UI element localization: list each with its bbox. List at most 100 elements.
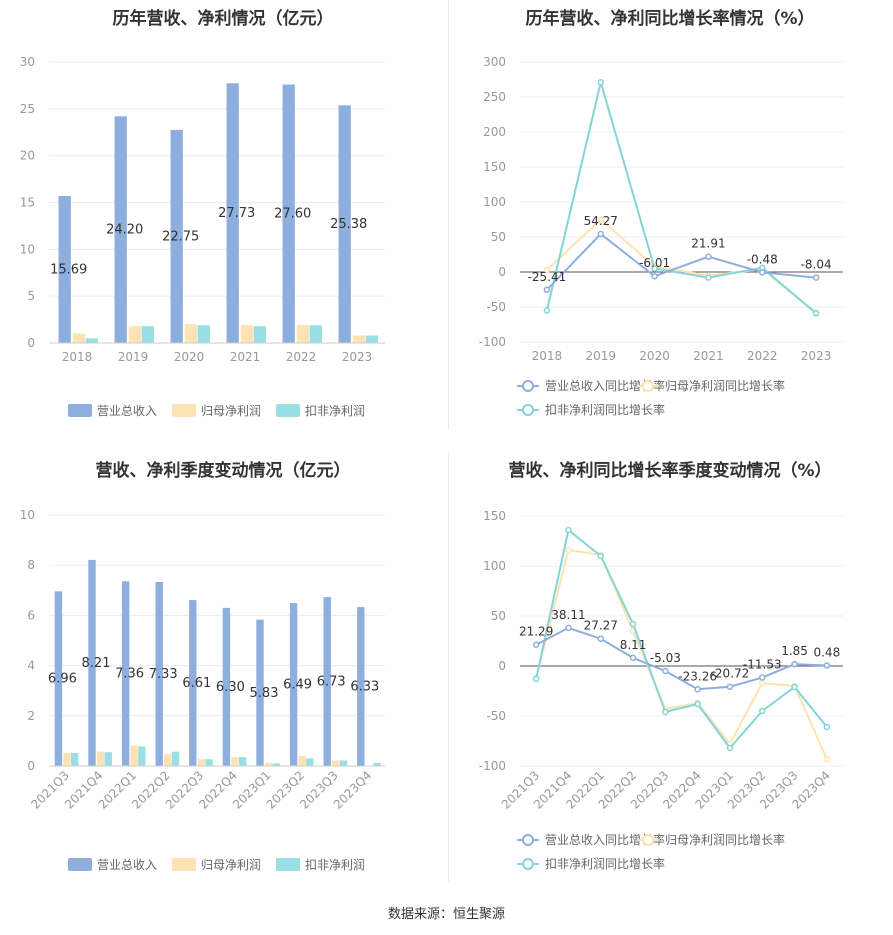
legend-swatch xyxy=(276,404,300,417)
data-point xyxy=(543,286,551,294)
bar-deducted-profit xyxy=(171,751,180,766)
bar-revenue xyxy=(282,84,295,343)
legend-label: 营业总收入同比增长率 xyxy=(545,832,665,847)
y-tick-label: 50 xyxy=(491,609,506,623)
data-point xyxy=(565,624,572,632)
chart-title: 营收、净利同比增长率季度变动情况（%） xyxy=(508,461,832,481)
data-point xyxy=(812,310,820,317)
data-point xyxy=(651,272,658,280)
annual-bar-chart-panel: 历年营收、净利情况（亿元） 0 5 10 15 20 25 30 2018 2019 2020 20… xyxy=(0,0,446,450)
y-tick-label: -50 xyxy=(486,300,506,314)
data-point xyxy=(662,708,669,716)
y-tick-label: 250 xyxy=(483,90,506,104)
bar-deducted-profit xyxy=(309,325,322,343)
x-tick-label: 2023 xyxy=(342,350,373,364)
bar-revenue xyxy=(256,619,264,766)
bar-data-label: 15.69 xyxy=(50,263,87,278)
bar-revenue xyxy=(88,559,96,766)
bar-net-profit xyxy=(240,325,254,343)
series-line-deducted-profit xyxy=(535,528,828,750)
bar-net-profit xyxy=(352,335,366,343)
y-tick-label: 8 xyxy=(27,558,35,572)
data-point xyxy=(597,552,604,560)
point-data-label: -11.53 xyxy=(743,658,782,672)
data-point xyxy=(823,723,831,731)
legend-label: 营业总收入 xyxy=(97,404,157,418)
point-data-label: 38.11 xyxy=(551,608,585,622)
legend-label: 营业总收入同比增长率 xyxy=(545,378,665,393)
data-point xyxy=(726,683,734,690)
bar-deducted-profit xyxy=(253,326,266,343)
y-tick-label: 50 xyxy=(491,230,506,244)
point-data-label: -23.26 xyxy=(678,669,717,683)
quarterly-bar-chart: 02468102021Q32021Q42022Q12022Q22022Q3202… xyxy=(20,508,385,872)
x-tick-label: 2021 xyxy=(693,349,724,363)
y-tick-label: -50 xyxy=(486,709,506,723)
point-data-label: -6.01 xyxy=(639,256,670,270)
y-tick-label: 25 xyxy=(20,102,35,116)
bar-data-label: 6.49 xyxy=(283,678,312,693)
data-point xyxy=(759,269,766,276)
bar-net-profit xyxy=(130,745,138,766)
data-point xyxy=(543,266,551,274)
data-point xyxy=(823,662,831,669)
bar-net-profit xyxy=(231,757,239,766)
chart-title: 历年营收、净利同比增长率情况（%） xyxy=(525,9,815,29)
x-tick-label: 2021 xyxy=(230,350,261,364)
data-point xyxy=(597,79,604,86)
data-point xyxy=(532,675,540,683)
bar-deducted-profit xyxy=(138,746,146,766)
data-point xyxy=(629,620,637,628)
y-tick-label: -100 xyxy=(479,335,506,349)
legend-label: 归母净利润 xyxy=(201,858,261,872)
bar-revenue xyxy=(323,597,331,766)
bar-deducted-profit xyxy=(272,763,280,766)
data-point xyxy=(597,216,604,223)
bar-data-label: 7.33 xyxy=(149,667,178,682)
data-point xyxy=(812,274,820,281)
y-tick-label: 30 xyxy=(20,55,35,69)
data-point xyxy=(597,230,604,238)
data-point xyxy=(629,654,637,662)
bar-net-profit xyxy=(264,762,273,766)
point-data-label: -5.03 xyxy=(650,651,681,665)
legend-label: 归母净利润同比增长率 xyxy=(665,832,785,847)
series-line-revenue xyxy=(546,232,817,291)
legend-label: 归母净利润 xyxy=(201,404,261,418)
data-point xyxy=(726,744,734,752)
bar-data-label: 6.61 xyxy=(182,676,211,691)
bar-deducted-profit xyxy=(373,762,381,766)
bar-deducted-profit xyxy=(85,338,98,343)
bar-revenue xyxy=(222,607,231,766)
data-point xyxy=(759,679,766,687)
bar-data-label: 6.30 xyxy=(216,680,245,695)
y-tick-label: 20 xyxy=(20,149,35,163)
legend-label: 扣非净利润 xyxy=(305,404,365,418)
data-point xyxy=(662,667,669,675)
bar-net-profit xyxy=(298,755,306,766)
bar-deducted-profit xyxy=(141,326,154,343)
bar-net-profit xyxy=(128,326,142,343)
point-data-label: 8.11 xyxy=(620,638,647,652)
x-tick-label: 2020 xyxy=(174,350,205,364)
bar-deducted-profit xyxy=(197,325,210,343)
bar-revenue xyxy=(155,582,163,766)
legend-label: 扣非净利润 xyxy=(305,858,365,872)
legend-swatch xyxy=(68,404,92,417)
legend-marker xyxy=(522,380,534,392)
bar-data-label: 5.83 xyxy=(250,686,279,701)
series-line-deducted-profit xyxy=(545,78,817,315)
bar-net-profit xyxy=(96,751,105,766)
bar-net-profit xyxy=(332,760,340,766)
bar-data-label: 6.33 xyxy=(350,680,379,695)
point-data-label: 0.48 xyxy=(813,646,840,660)
annual-growth-line-chart: -100 -50 0 50 100 150 200 250 300 2018 2019 2020 202… xyxy=(479,55,843,417)
data-point xyxy=(543,307,551,314)
legend-label: 扣非净利润同比增长率 xyxy=(545,856,665,871)
y-tick-label: 0 xyxy=(498,659,506,673)
legend-marker xyxy=(642,834,654,846)
bar-revenue xyxy=(114,116,127,344)
y-tick-label: 200 xyxy=(483,125,506,139)
point-data-label: -25.41 xyxy=(528,270,567,284)
annual-growth-chart-panel: 历年营收、净利同比增长率情况（%） -100 -50 0 50 100 150 200 250… xyxy=(447,0,893,450)
